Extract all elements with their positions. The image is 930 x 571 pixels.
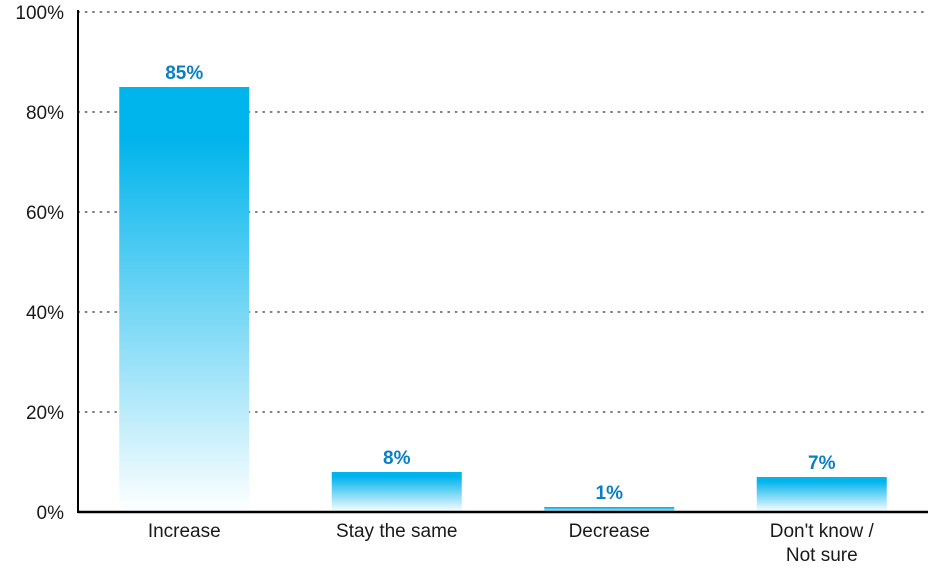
bar xyxy=(756,477,887,512)
bar xyxy=(119,87,250,512)
bar-value-label: 8% xyxy=(383,448,411,469)
x-tick-label: Stay the same xyxy=(336,521,457,542)
bar-value-label: 85% xyxy=(165,63,203,84)
bar-value-label: 1% xyxy=(596,483,624,504)
y-tick-label: 40% xyxy=(26,303,64,324)
y-tick-label: 60% xyxy=(26,203,64,224)
y-tick-label: 0% xyxy=(37,503,65,524)
y-tick-label: 100% xyxy=(15,3,64,24)
x-tick-label: Increase xyxy=(148,521,221,542)
bars xyxy=(119,87,887,512)
x-tick-label: Decrease xyxy=(569,521,650,542)
axes xyxy=(77,10,928,514)
bar xyxy=(331,472,462,512)
labels: 0% 20% 40% 60% 80% 100% 85% Increase 8% Stay the … xyxy=(15,3,874,566)
y-tick-label: 20% xyxy=(26,403,64,424)
x-tick-label: Don't know / Not sure xyxy=(770,521,875,566)
bar-value-label: 7% xyxy=(808,453,836,474)
y-tick-label: 80% xyxy=(26,103,64,124)
bar xyxy=(544,507,675,512)
